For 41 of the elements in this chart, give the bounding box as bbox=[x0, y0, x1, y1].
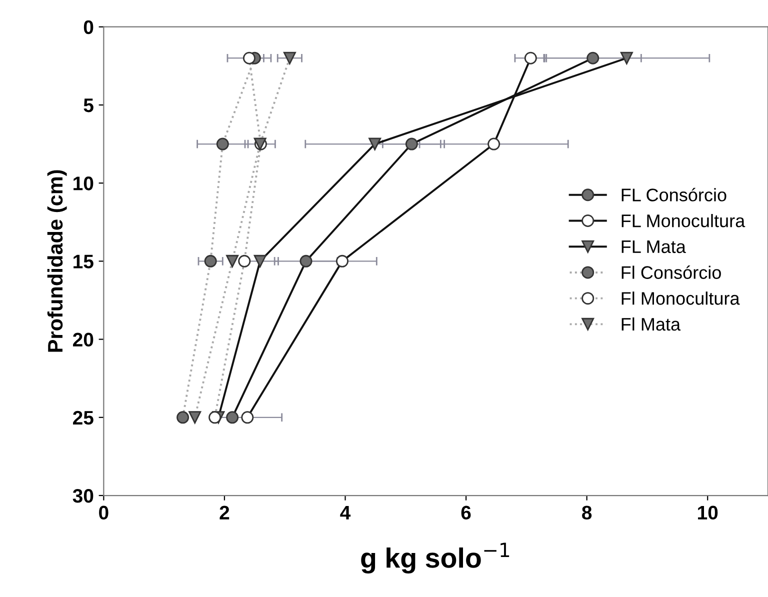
point bbox=[524, 52, 537, 64]
point bbox=[226, 411, 239, 424]
point bbox=[586, 52, 600, 64]
point bbox=[620, 52, 633, 64]
y-tick-label: 20 bbox=[73, 332, 94, 347]
y-tick-label: 30 bbox=[72, 488, 94, 503]
point bbox=[336, 254, 348, 268]
legend-label: FL Monocultura bbox=[622, 214, 746, 228]
point bbox=[188, 411, 202, 424]
x-tick-label: 4 bbox=[340, 506, 351, 520]
point bbox=[241, 411, 254, 424]
legend-label: Fl Mata bbox=[622, 317, 681, 331]
y-tick-label: 0 bbox=[84, 20, 94, 34]
x-tick-label: 10 bbox=[698, 506, 718, 520]
point bbox=[226, 254, 239, 268]
y-tick-label: 15 bbox=[74, 254, 94, 268]
y-tick-label: 10 bbox=[74, 176, 94, 190]
point bbox=[208, 411, 222, 424]
point bbox=[300, 254, 312, 268]
point bbox=[238, 254, 251, 268]
point bbox=[488, 138, 500, 150]
legend-label: FL Consórcio bbox=[622, 188, 726, 202]
legend-label: FL Mata bbox=[622, 240, 686, 254]
legend-label: Fl Monocultura bbox=[622, 292, 740, 305]
point bbox=[254, 254, 266, 268]
legend-label: Fl Consórcio bbox=[622, 265, 721, 279]
point bbox=[368, 138, 382, 150]
y-tick-label: 25 bbox=[73, 410, 94, 425]
point bbox=[283, 52, 296, 64]
point bbox=[405, 138, 418, 150]
point bbox=[204, 254, 217, 268]
point bbox=[216, 138, 229, 150]
point bbox=[242, 52, 256, 64]
point bbox=[176, 411, 190, 424]
y-tick-label: 5 bbox=[84, 98, 94, 112]
x-tick-label: 8 bbox=[582, 506, 592, 520]
y-axis-title: Profundidade (cm) bbox=[47, 170, 67, 352]
x-tick-label: 6 bbox=[461, 506, 471, 520]
x-axis-title: g kg solo$^{−1}$ bbox=[361, 542, 510, 574]
x-tick-label: 2 bbox=[220, 506, 230, 520]
x-tick-label: 0 bbox=[99, 506, 108, 520]
